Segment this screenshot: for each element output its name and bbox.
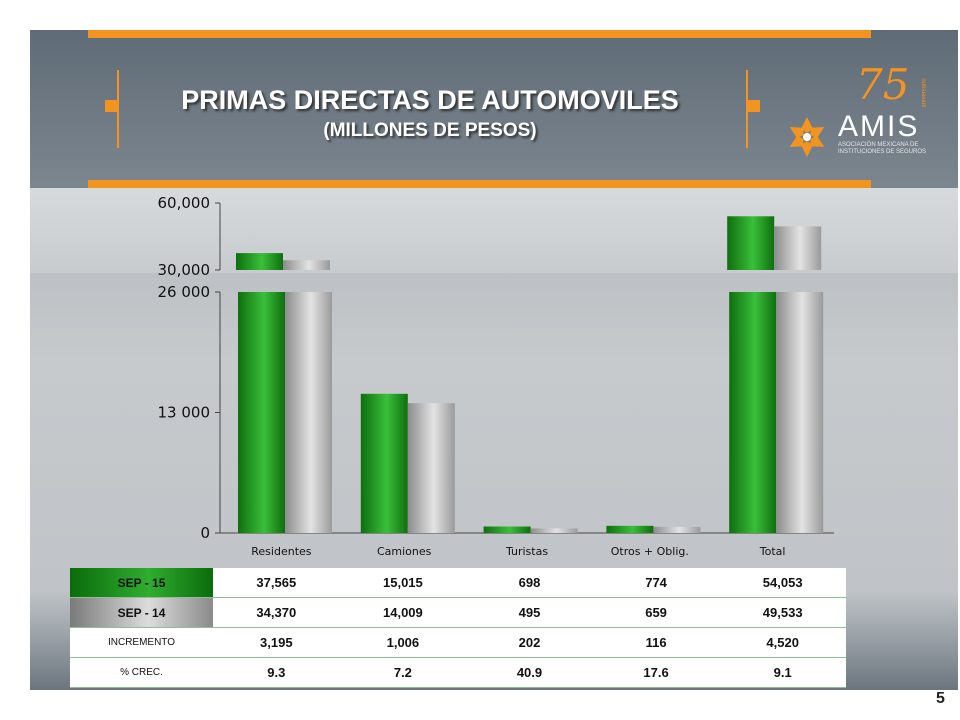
bar-2-1 <box>530 528 578 533</box>
table-cell: 7.2 <box>339 657 467 688</box>
table-row-label: SEP - 14 <box>70 597 213 628</box>
bar-upper-0-1 <box>283 260 330 270</box>
x-tick-label: Otros + Oblig. <box>611 545 689 558</box>
x-tick-label: Turistas <box>505 545 548 558</box>
page-number: 5 <box>936 690 945 707</box>
left-bracket-line <box>117 70 119 148</box>
bar-4-0 <box>729 292 777 533</box>
table-row: SEP - 15 37,565 15,015 698 774 54,053 <box>70 568 846 598</box>
bar-upper-4-0 <box>727 216 775 270</box>
table-cell: 202 <box>466 627 593 658</box>
bar-upper-4-1 <box>774 226 822 270</box>
bar-0-0 <box>238 292 285 533</box>
bar-3-0 <box>606 525 654 533</box>
data-table: SEP - 15 37,565 15,015 698 774 54,053 SEP - 14… <box>70 568 846 688</box>
bar-4-1 <box>776 292 824 533</box>
x-tick-label: Residentes <box>251 545 312 558</box>
x-tick-label: Total <box>759 545 786 558</box>
logo-anniversary: 75 <box>856 60 910 109</box>
table-cell: 49,533 <box>719 597 846 628</box>
chart-labels: 0 13 000 26 000 30,000 60,000 Residentes Camio… <box>158 194 786 558</box>
table-cell: 40.9 <box>466 657 593 688</box>
table-cell: 1,006 <box>339 627 467 658</box>
table-row-label: SEP - 15 <box>70 568 213 598</box>
bar-3-1 <box>653 526 701 533</box>
logo-subtitle: ASOCIACIÓN MEXICANA DE INSTITUCIONES DE … <box>838 142 927 155</box>
right-bracket-square <box>748 100 760 112</box>
x-tick-label: Camiones <box>377 545 432 558</box>
table-row-label: % CREC. <box>70 657 213 688</box>
y-tick-label-upper: 60,000 <box>158 194 211 212</box>
table-cell: 4,520 <box>719 627 846 658</box>
y-tick-label-lower: 26 000 <box>158 283 211 301</box>
table-cell: 14,009 <box>339 597 467 628</box>
page-subtitle: (MILLONES DE PESOS) <box>323 120 537 141</box>
table-cell: 54,053 <box>719 568 846 598</box>
bar-2-0 <box>483 526 531 533</box>
bar-chart: 0 13 000 26 000 30,000 60,000 Residentes Camio… <box>158 194 834 558</box>
header-top-bar <box>88 30 871 38</box>
bar-upper-0-0 <box>236 253 283 270</box>
bar-1-0 <box>360 393 408 533</box>
table-row-label: INCREMENTO <box>70 627 213 658</box>
table-row: % CREC. 9.3 7.2 40.9 17.6 9.1 <box>70 657 846 688</box>
table-cell: 698 <box>466 568 593 598</box>
table-cell: 495 <box>466 597 593 628</box>
table-row: INCREMENTO 3,195 1,006 202 116 4,520 <box>70 627 846 658</box>
table-cell: 37,565 <box>213 568 340 598</box>
table-cell: 15,015 <box>339 568 467 598</box>
header-bottom-bar <box>88 180 871 188</box>
page-title: PRIMAS DIRECTAS DE AUTOMOVILES <box>181 85 679 115</box>
bar-0-1 <box>285 292 332 533</box>
table-cell: 774 <box>592 568 720 598</box>
table-row: SEP - 14 34,370 14,009 495 659 49,533 <box>70 597 846 628</box>
y-tick-label-lower: 13 000 <box>158 404 211 422</box>
table-cell: 9.3 <box>213 657 340 688</box>
table-cell: 9.1 <box>719 657 846 688</box>
amis-logo-icon <box>789 117 825 157</box>
y-tick-label-lower: 0 <box>200 524 210 542</box>
slide: PRIMAS DIRECTAS DE AUTOMOVILES (MILLONES… <box>30 30 958 690</box>
y-tick-label-upper: 30,000 <box>158 261 211 279</box>
table-cell: 34,370 <box>213 597 340 628</box>
chart-bars <box>236 216 824 533</box>
table-cell: 3,195 <box>213 627 340 658</box>
logo-name: AMIS <box>838 110 920 143</box>
table-cell: 659 <box>592 597 720 628</box>
right-bracket-line <box>746 70 748 148</box>
header-band <box>30 30 958 188</box>
table-cell: 17.6 <box>592 657 720 688</box>
left-bracket-square <box>105 100 117 112</box>
table-cell: 116 <box>592 627 720 658</box>
bar-1-1 <box>407 403 455 533</box>
